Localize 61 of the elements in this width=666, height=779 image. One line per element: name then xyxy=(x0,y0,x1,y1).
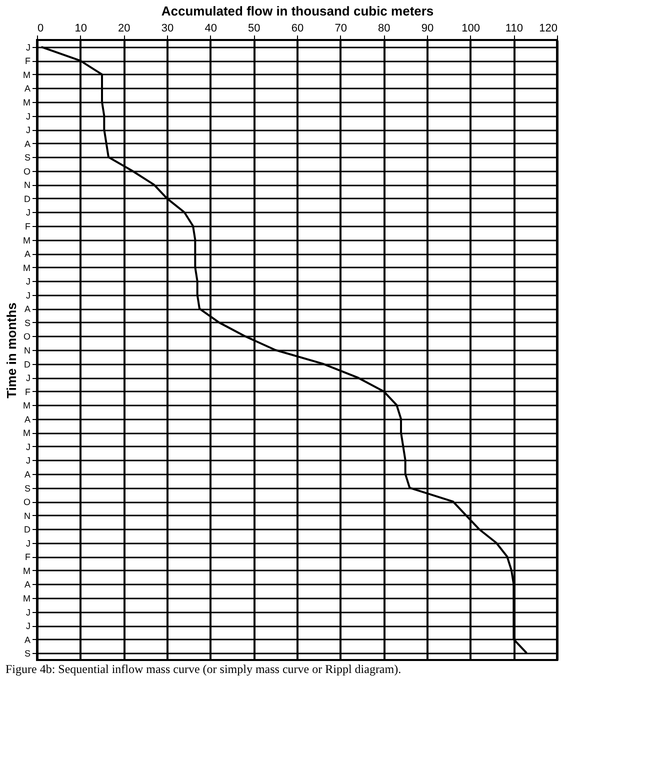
x-tick-label: 90 xyxy=(421,22,434,34)
y-tick-label: A xyxy=(24,470,30,480)
y-tick-label: J xyxy=(26,373,30,384)
x-tick-label: 70 xyxy=(334,22,347,34)
y-tick-label: A xyxy=(24,304,30,314)
x-tick-label: 10 xyxy=(74,22,87,34)
y-tick-label: J xyxy=(26,42,30,52)
x-axis-title: Accumulated flow in thousand cubic meters xyxy=(161,4,434,18)
y-tick-label: J xyxy=(26,290,30,300)
y-tick-label: J xyxy=(26,538,30,548)
x-tick-label: 40 xyxy=(204,22,217,34)
y-tick-label: S xyxy=(24,318,30,328)
y-tick-label: S xyxy=(24,152,30,163)
y-tick-label: M xyxy=(23,400,30,411)
y-tick-label: J xyxy=(26,276,30,287)
y-tick-label: F xyxy=(25,222,31,232)
y-tick-label: S xyxy=(24,483,30,494)
x-tick-label: 20 xyxy=(118,22,130,34)
y-tick-label: M xyxy=(23,428,30,438)
y-tick-label: A xyxy=(24,138,30,149)
x-tick-label: 0 xyxy=(38,22,44,34)
y-tick-label: D xyxy=(24,524,31,535)
y-tick-label: M xyxy=(23,98,30,108)
y-tick-label: O xyxy=(23,497,30,508)
y-tick-label: N xyxy=(24,180,30,190)
y-tick-label: D xyxy=(24,359,31,370)
x-tick-label: 50 xyxy=(248,22,260,34)
y-tick-label: M xyxy=(23,70,30,80)
y-tick-label: J xyxy=(26,208,30,218)
y-tick-label: J xyxy=(26,607,30,618)
y-tick-label: M xyxy=(23,594,30,604)
x-tick-label: 120 xyxy=(539,22,558,34)
y-axis-title: Time in months xyxy=(4,302,20,398)
y-tick-label: M xyxy=(23,262,30,273)
y-tick-label: O xyxy=(23,332,30,342)
y-tick-label: A xyxy=(24,249,30,260)
y-tick-label: J xyxy=(26,125,30,136)
y-tick-label: N xyxy=(24,510,30,521)
y-tick-label: M xyxy=(23,235,30,246)
x-tick-label: 80 xyxy=(378,22,390,34)
y-tick-label: A xyxy=(24,414,30,424)
y-tick-label: J xyxy=(26,111,30,122)
x-tick-label: 60 xyxy=(291,22,304,34)
y-tick-label: A xyxy=(24,84,30,94)
y-tick-label: F xyxy=(25,386,31,397)
y-tick-label: J xyxy=(26,621,30,632)
x-tick-label: 110 xyxy=(505,22,523,34)
y-tick-label: F xyxy=(25,552,31,562)
caption: Figure 4b: Sequential inflow mass curve (or simply mass curve or Rippl diagram). xyxy=(6,662,402,676)
y-tick-label: J xyxy=(26,456,30,466)
x-tick-label: 30 xyxy=(161,22,174,34)
y-tick-label: A xyxy=(24,634,30,645)
y-tick-label: D xyxy=(24,194,31,204)
x-tick-label: 100 xyxy=(462,22,480,34)
y-tick-label: F xyxy=(25,56,31,66)
y-tick-label: A xyxy=(24,580,30,590)
y-tick-label: N xyxy=(24,346,30,356)
y-tick-label: S xyxy=(24,648,30,659)
y-tick-label: J xyxy=(26,442,30,452)
y-tick-label: O xyxy=(23,166,30,176)
y-tick-label: M xyxy=(23,566,30,576)
